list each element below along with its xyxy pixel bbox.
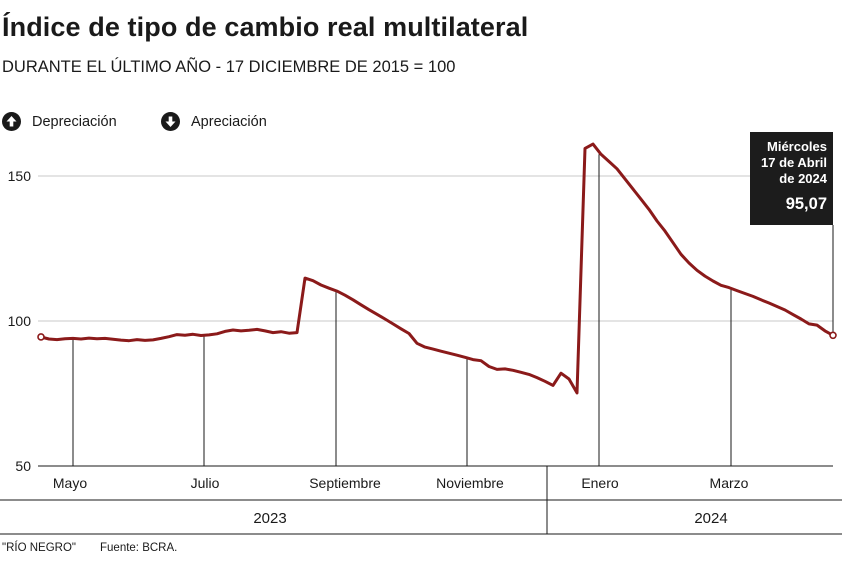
- chart-subtitle: DURANTE EL ÚLTIMO AÑO - 17 DICIEMBRE DE …: [2, 58, 456, 76]
- y-tick-label: 100: [8, 313, 32, 329]
- value-callout: Miércoles 17 de Abril de 2024 95,07: [750, 132, 833, 225]
- start-marker: [37, 333, 45, 341]
- legend-item-appreciation: Apreciación: [161, 112, 267, 131]
- callout-day: Miércoles: [767, 139, 827, 154]
- footer-credit: "RÍO NEGRO": [2, 542, 76, 554]
- legend-label-appreciation: Apreciación: [191, 113, 267, 130]
- callout-date: 17 de Abril: [761, 155, 827, 170]
- callout-year: de 2024: [779, 171, 827, 186]
- y-tick-label: 150: [8, 168, 32, 184]
- arrow-down-icon: [161, 112, 180, 131]
- series-line: [39, 142, 835, 395]
- x-tick-label: Enero: [581, 475, 619, 491]
- year-label: 2024: [694, 510, 727, 527]
- callout-value: 95,07: [785, 195, 827, 213]
- legend-label-depreciation: Depreciación: [32, 113, 117, 130]
- x-tick-label: Mayo: [53, 475, 87, 491]
- end-marker: [829, 331, 837, 340]
- arrow-up-icon: [2, 112, 21, 131]
- legend-item-depreciation: Depreciación: [2, 112, 117, 131]
- x-tick-label: Noviembre: [436, 475, 504, 491]
- x-tick-label: Septiembre: [309, 475, 381, 491]
- footer-source: Fuente: BCRA.: [100, 542, 178, 554]
- year-label: 2023: [253, 510, 286, 527]
- x-tick-label: Marzo: [710, 475, 749, 491]
- x-tick-label: Julio: [191, 475, 220, 491]
- chart-title: Índice de tipo de cambio real multilater…: [2, 12, 529, 42]
- y-tick-label: 50: [15, 458, 31, 474]
